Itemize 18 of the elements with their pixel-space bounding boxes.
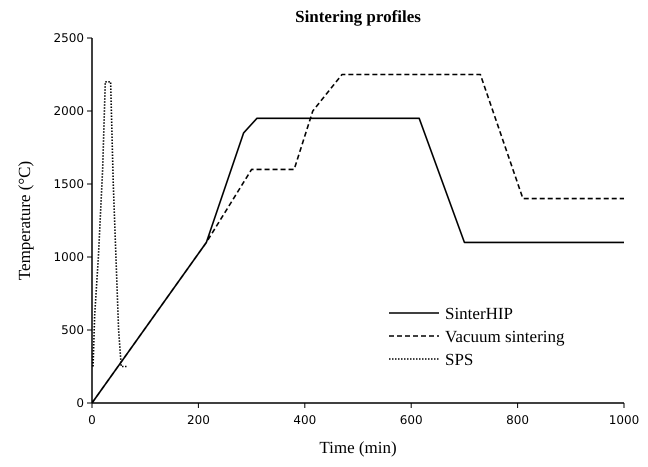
x-tick-label: 200	[186, 413, 210, 427]
y-tick-label: 2000	[53, 104, 84, 118]
x-axis-title: Time (min)	[319, 438, 397, 457]
y-axis-title: Temperature (°C)	[15, 160, 34, 280]
chart-title: Sintering profiles	[295, 7, 422, 26]
y-tick-label: 0	[76, 396, 84, 410]
x-tick-label: 400	[293, 413, 316, 427]
x-tick-label: 600	[400, 413, 423, 427]
legend-label: SPS	[445, 350, 474, 369]
x-tick-label: 1000	[608, 413, 640, 427]
y-tick-label: 1000	[53, 250, 84, 264]
legend-label: SinterHIP	[445, 304, 513, 323]
x-tick-label: 0	[88, 413, 96, 427]
legend-label: Vacuum sintering	[445, 327, 565, 346]
y-tick-label: 1500	[53, 177, 84, 191]
x-tick-label: 800	[506, 413, 530, 427]
y-tick-label: 500	[61, 323, 84, 337]
y-tick-label: 2500	[53, 31, 84, 45]
